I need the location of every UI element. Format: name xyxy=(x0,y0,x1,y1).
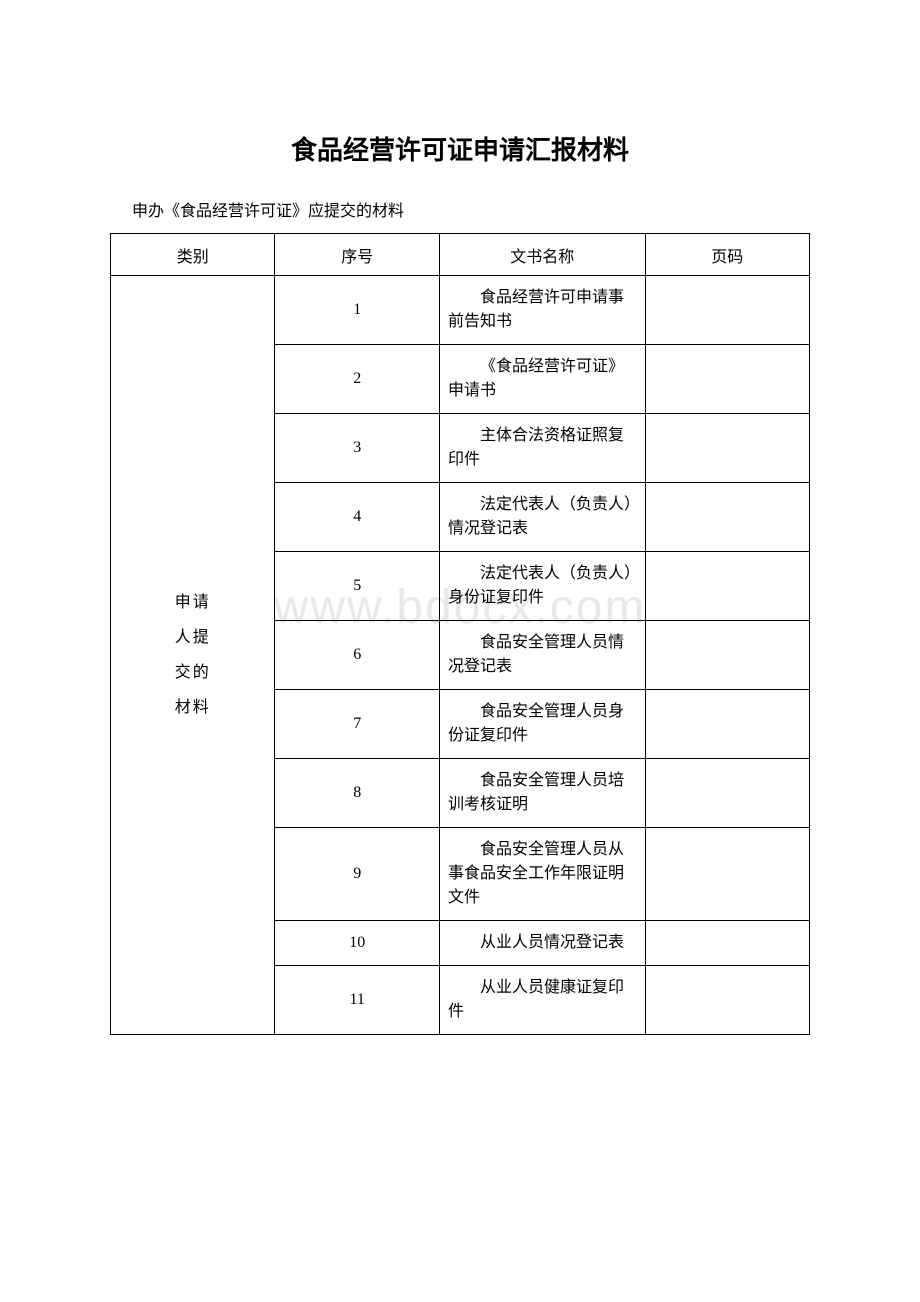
page-cell xyxy=(645,414,809,483)
docname-cell: 食品经营许可申请事前告知书 xyxy=(439,276,645,345)
docname-cell: 食品安全管理人员从事食品安全工作年限证明文件 xyxy=(439,828,645,921)
sequence-cell: 1 xyxy=(275,276,439,345)
sequence-cell: 6 xyxy=(275,621,439,690)
page-cell xyxy=(645,828,809,921)
sequence-cell: 5 xyxy=(275,552,439,621)
materials-table: 类别 序号 文书名称 页码 申请人提交的材料1食品经营许可申请事前告知书2《食品… xyxy=(110,233,810,1035)
page-cell xyxy=(645,276,809,345)
docname-cell: 《食品经营许可证》申请书 xyxy=(439,345,645,414)
sequence-cell: 2 xyxy=(275,345,439,414)
docname-cell: 从业人员情况登记表 xyxy=(439,921,645,966)
document-content: 食品经营许可证申请汇报材料 申办《食品经营许可证》应提交的材料 类别 序号 文书… xyxy=(110,130,810,1035)
docname-cell: 食品安全管理人员身份证复印件 xyxy=(439,690,645,759)
sequence-cell: 9 xyxy=(275,828,439,921)
category-cell: 申请人提交的材料 xyxy=(111,276,275,1035)
document-title: 食品经营许可证申请汇报材料 xyxy=(110,130,810,167)
table-header-row: 类别 序号 文书名称 页码 xyxy=(111,234,810,276)
sequence-cell: 7 xyxy=(275,690,439,759)
docname-cell: 食品安全管理人员培训考核证明 xyxy=(439,759,645,828)
page-cell xyxy=(645,966,809,1035)
page-cell xyxy=(645,345,809,414)
header-sequence: 序号 xyxy=(275,234,439,276)
page-cell xyxy=(645,921,809,966)
sequence-cell: 10 xyxy=(275,921,439,966)
sequence-cell: 11 xyxy=(275,966,439,1035)
sequence-cell: 4 xyxy=(275,483,439,552)
document-subtitle: 申办《食品经营许可证》应提交的材料 xyxy=(110,197,810,221)
page-cell xyxy=(645,759,809,828)
docname-cell: 从业人员健康证复印件 xyxy=(439,966,645,1035)
header-docname: 文书名称 xyxy=(439,234,645,276)
page-cell xyxy=(645,483,809,552)
docname-cell: 法定代表人（负责人）情况登记表 xyxy=(439,483,645,552)
page-cell xyxy=(645,690,809,759)
docname-cell: 主体合法资格证照复印件 xyxy=(439,414,645,483)
header-page: 页码 xyxy=(645,234,809,276)
docname-cell: 法定代表人（负责人）身份证复印件 xyxy=(439,552,645,621)
sequence-cell: 3 xyxy=(275,414,439,483)
docname-cell: 食品安全管理人员情况登记表 xyxy=(439,621,645,690)
page-cell xyxy=(645,552,809,621)
page-cell xyxy=(645,621,809,690)
header-category: 类别 xyxy=(111,234,275,276)
sequence-cell: 8 xyxy=(275,759,439,828)
table-body: 申请人提交的材料1食品经营许可申请事前告知书2《食品经营许可证》申请书3主体合法… xyxy=(111,276,810,1035)
table-row: 申请人提交的材料1食品经营许可申请事前告知书 xyxy=(111,276,810,345)
